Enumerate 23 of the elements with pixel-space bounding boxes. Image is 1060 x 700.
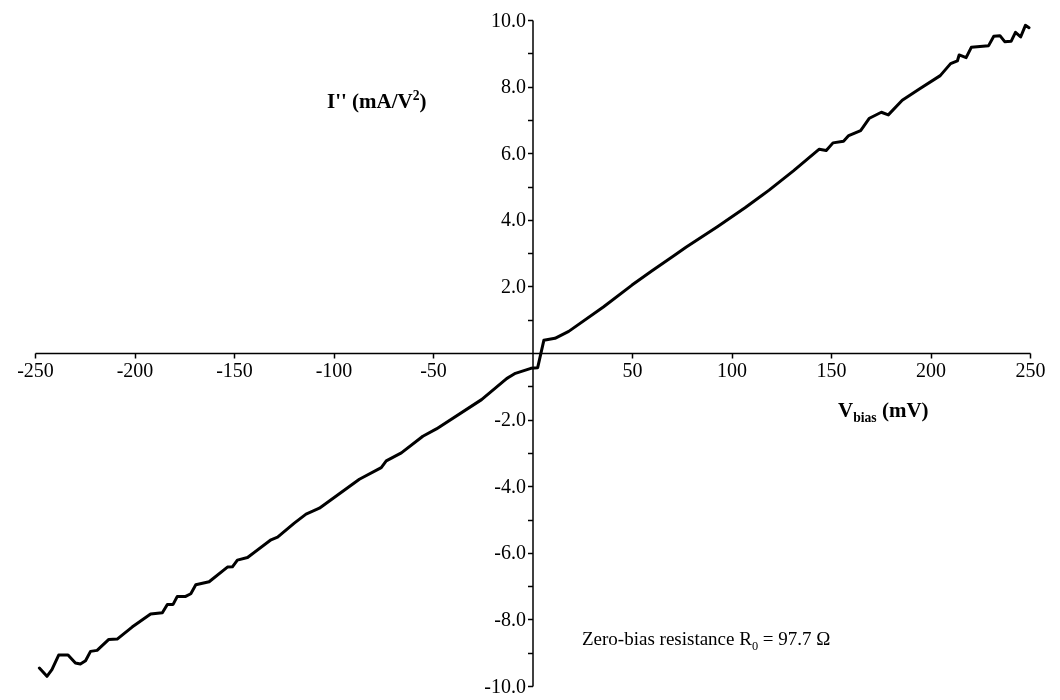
y-tick-label: 2.0 xyxy=(501,274,526,297)
x-axis-title: V$_{bias}$ (mV) xyxy=(838,398,929,427)
y-axis-title: I'' (mA/V$^{2}$) xyxy=(327,88,427,114)
y-tick-label: -2.0 xyxy=(494,408,526,431)
annotation: Zero-bias resistance R$_{0}$ = 97.7 Ω xyxy=(582,628,831,654)
y-tick-label: -10.0 xyxy=(484,674,526,697)
y-tick-label: 8.0 xyxy=(501,75,526,98)
x-tick-label: -100 xyxy=(315,358,353,381)
y-tick-label: -6.0 xyxy=(494,541,526,564)
y-tick-label: 6.0 xyxy=(501,141,526,164)
x-tick-label: -50 xyxy=(420,358,447,381)
y-tick-label: 10.0 xyxy=(491,8,526,31)
x-tick-label: 250 xyxy=(1015,358,1046,381)
x-tick-label: 200 xyxy=(916,358,946,381)
x-tick-label: 150 xyxy=(816,358,847,381)
x-tick-label: -150 xyxy=(216,358,253,381)
y-tick-label: -4.0 xyxy=(494,474,526,497)
y-tick-label: -8.0 xyxy=(494,607,526,630)
y-tick-label: 4.0 xyxy=(501,208,526,231)
x-tick-label: -200 xyxy=(116,358,154,381)
x-tick-label: -250 xyxy=(17,358,54,381)
x-tick-label: 50 xyxy=(622,358,643,381)
x-tick-label: 100 xyxy=(717,358,747,381)
